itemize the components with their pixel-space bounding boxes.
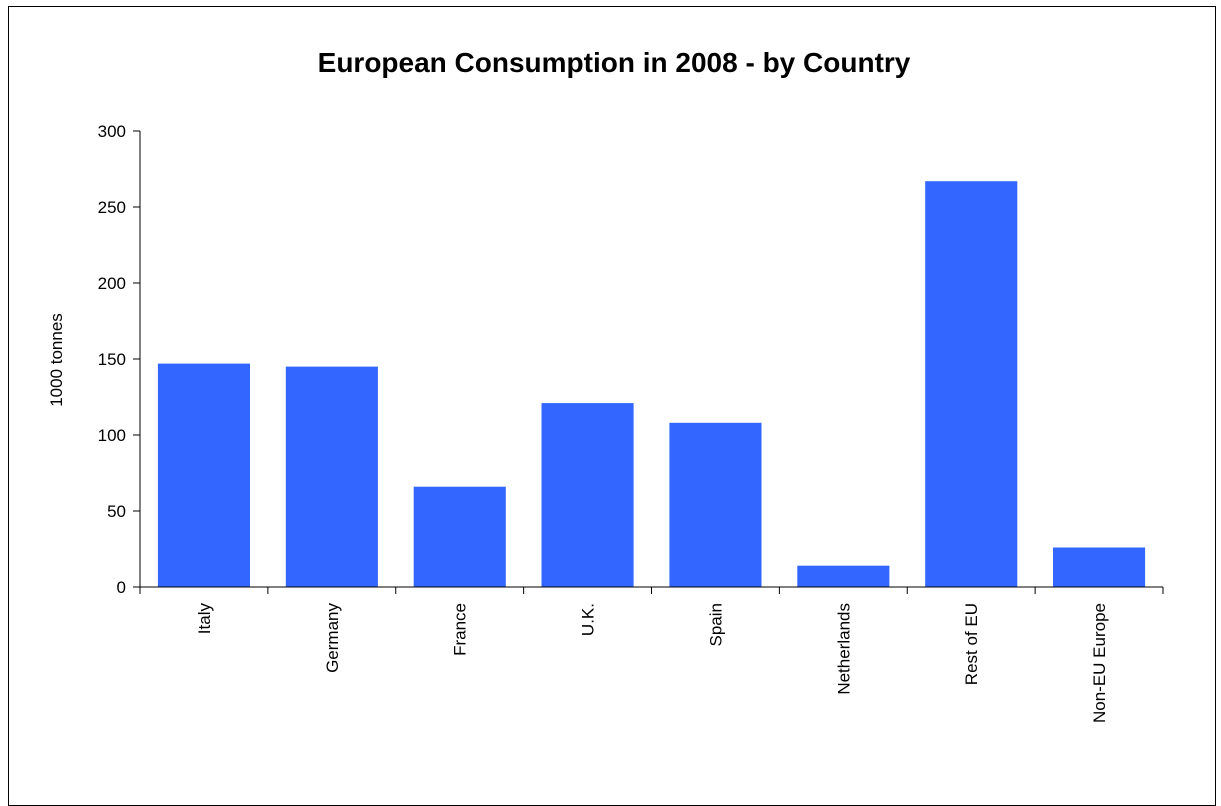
x-tick-label: Non-EU Europe [1090, 603, 1109, 723]
y-axis-label: 1000 tonnes [47, 313, 66, 407]
x-tick-label: France [451, 603, 470, 656]
chart-title: European Consumption in 2008 - by Countr… [318, 47, 911, 78]
y-tick-label: 150 [98, 350, 126, 369]
bar-u-k- [541, 403, 634, 587]
x-tick-label: Germany [323, 603, 342, 673]
bar-non-eu-europe [1053, 547, 1146, 587]
x-tick-label: Italy [195, 603, 214, 635]
y-tick-label: 100 [98, 426, 126, 445]
bar-france [413, 486, 506, 587]
x-tick-label: Rest of EU [962, 603, 981, 685]
bar-rest-of-eu [925, 181, 1018, 587]
bar-netherlands [797, 565, 890, 587]
y-tick-label: 50 [107, 502, 126, 521]
bar-spain [669, 422, 762, 587]
y-tick-label: 200 [98, 274, 126, 293]
x-tick-label: Netherlands [834, 603, 853, 695]
bar-germany [285, 366, 378, 587]
y-tick-label: 250 [98, 198, 126, 217]
y-tick-label: 0 [117, 578, 126, 597]
axes-group: 0 50 100 150 200 250 300 Italy Germany France U.K.… [98, 122, 1164, 723]
x-tick-label: Spain [706, 603, 725, 646]
bar-italy [157, 363, 250, 587]
y-tick-label: 300 [98, 122, 126, 141]
bars-group [157, 181, 1146, 587]
x-tick-label: U.K. [579, 603, 598, 636]
